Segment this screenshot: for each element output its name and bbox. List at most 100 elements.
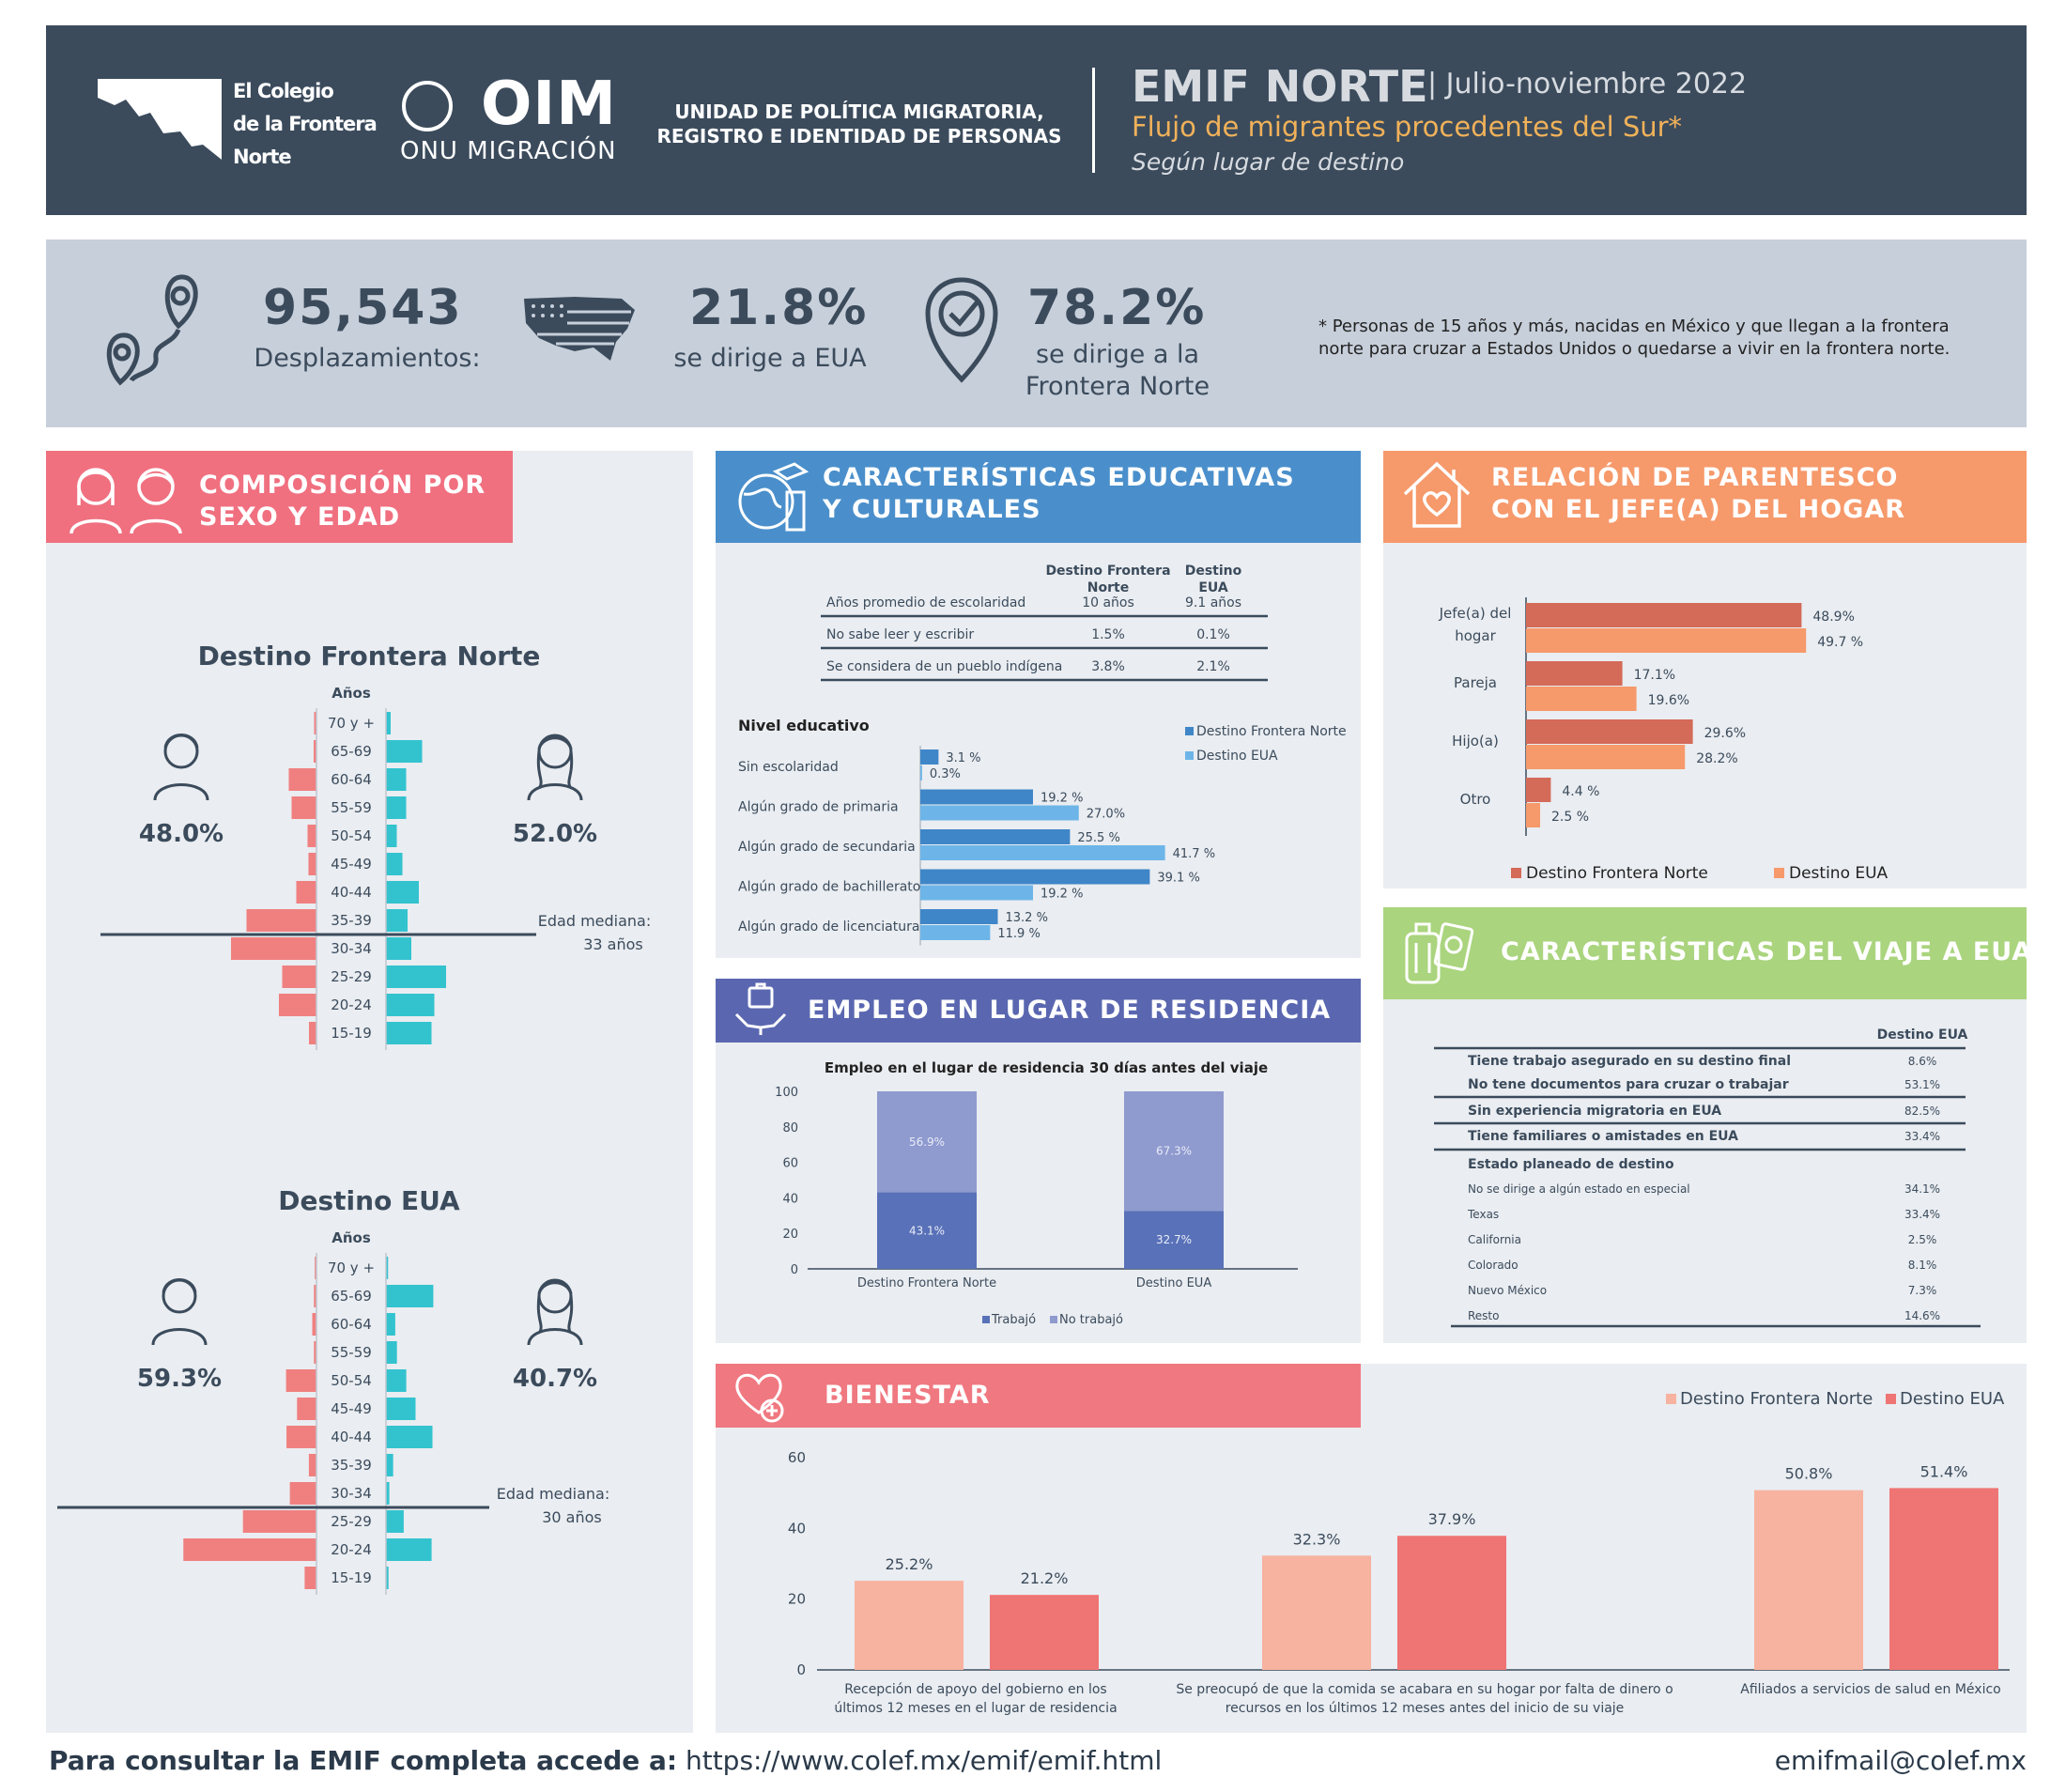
viaje-row-label: Tiene familiares o amistades en EUA bbox=[1468, 1129, 1738, 1144]
footer-url[interactable]: https://www.colef.mx/emif/emif.html bbox=[685, 1745, 1163, 1776]
female-percentage: 40.7% bbox=[513, 1365, 597, 1393]
female-percentage: 52.0% bbox=[513, 820, 597, 848]
viaje-col-header: Destino EUA bbox=[1877, 1027, 1968, 1043]
pyramid-age-label: 20-24 bbox=[331, 996, 372, 1013]
estado-value: 7.3% bbox=[1908, 1284, 1937, 1297]
bienestar-bar bbox=[855, 1581, 964, 1670]
sexo-edad-title: COMPOSICIÓN POR SEXO Y EDAD bbox=[199, 471, 486, 532]
pyramid-bar-female bbox=[386, 1398, 416, 1420]
empleo-bar-label: 43.1% bbox=[909, 1224, 945, 1237]
bienestar-bar-label: 51.4% bbox=[1920, 1462, 1968, 1480]
section-header-viaje bbox=[1383, 907, 2027, 999]
parentesco-category: Hijo(a) bbox=[1452, 733, 1499, 749]
bienestar-bar-label: 32.3% bbox=[1293, 1530, 1341, 1548]
nivel-bar bbox=[920, 925, 991, 940]
pyramid-age-label: 40-44 bbox=[331, 884, 372, 901]
pyramid-bar-female bbox=[386, 1341, 397, 1364]
footer-consulta: Para consultar la EMIF completa accede a… bbox=[49, 1745, 678, 1776]
empleo-y-tick: 0 bbox=[791, 1263, 798, 1277]
pyramid-bar-male bbox=[296, 881, 316, 904]
nivel-bar bbox=[920, 749, 939, 765]
displacements-value: 95,543 bbox=[263, 280, 463, 336]
section-header-parentesco bbox=[1383, 451, 2027, 543]
pyramid-bar-female bbox=[386, 881, 419, 904]
nivel-bar-label: 13.2 % bbox=[1006, 911, 1048, 925]
nivel-title: Nivel educativo bbox=[738, 717, 870, 734]
pyramid-bar-female bbox=[386, 1257, 389, 1279]
pyramid-bar-male bbox=[291, 796, 316, 819]
viaje-row-label: No tene documentos para cruzar o trabaja… bbox=[1468, 1077, 1789, 1092]
pyramid-bar-male bbox=[183, 1538, 316, 1561]
nivel-bar bbox=[920, 845, 1165, 860]
displacements-label: Desplazamientos: bbox=[254, 344, 481, 373]
pyramid-bar-male bbox=[308, 1454, 316, 1476]
male-icon bbox=[151, 1278, 208, 1346]
pyramid-bar-male bbox=[231, 937, 316, 960]
oim-subtitle: ONU MIGRACIÓN bbox=[400, 137, 617, 165]
route-pin-icon bbox=[106, 274, 198, 386]
male-percentage: 59.3% bbox=[137, 1365, 222, 1393]
empleo-bar-label: 67.3% bbox=[1156, 1145, 1192, 1158]
bienestar-bar-label: 25.2% bbox=[886, 1555, 933, 1573]
pyramid-age-label: 15-19 bbox=[331, 1569, 372, 1586]
pyramid-bar-female bbox=[386, 768, 407, 791]
pyramid-age-label: 65-69 bbox=[331, 1288, 372, 1305]
bienestar-category: Recepción de apoyo del gobierno en los bbox=[844, 1682, 1106, 1697]
median-value: 30 años bbox=[542, 1508, 602, 1526]
viaje-row-label: Sin experiencia migratoria en EUA bbox=[1468, 1104, 1721, 1119]
parentesco-legend-label: Destino EUA bbox=[1789, 864, 1889, 883]
viaje-title: CARACTERÍSTICAS DEL VIAJE A EUA bbox=[1501, 937, 2033, 966]
parentesco-bar-label: 17.1% bbox=[1634, 668, 1675, 683]
bienestar-category: últimos 12 meses en el lugar de residenc… bbox=[834, 1701, 1117, 1716]
nivel-bar bbox=[920, 869, 1150, 885]
bienestar-bar bbox=[1754, 1490, 1863, 1670]
bienestar-bar bbox=[1889, 1488, 1998, 1670]
viaje-row-value: 33.4% bbox=[1904, 1130, 1940, 1143]
bienestar-category: Se preocupó de que la comida se acabara … bbox=[1176, 1682, 1673, 1697]
parentesco-bar-label: 29.6% bbox=[1704, 726, 1746, 741]
pyramid-bar-female bbox=[386, 1567, 389, 1589]
median-label: Edad mediana: bbox=[538, 912, 651, 930]
footer-email[interactable]: emifmail@colef.mx bbox=[1774, 1745, 2027, 1776]
pyramid-bar-female bbox=[386, 1538, 432, 1561]
empleo-legend-swatch bbox=[1050, 1316, 1057, 1323]
un-globe-icon bbox=[402, 81, 453, 131]
empleo-y-tick: 20 bbox=[782, 1228, 798, 1242]
educ-row-fn: 3.8% bbox=[1091, 659, 1125, 674]
nivel-legend-swatch bbox=[1185, 751, 1194, 760]
empleo-title: EMPLEO EN LUGAR DE RESIDENCIA bbox=[808, 996, 1332, 1025]
pyramid-axis-label: Años bbox=[331, 1229, 371, 1246]
globe-education-icon bbox=[738, 462, 809, 532]
pyramid-age-label: 35-39 bbox=[331, 1457, 372, 1474]
parentesco-bar bbox=[1526, 745, 1686, 769]
nivel-legend-label: Destino Frontera Norte bbox=[1196, 724, 1347, 739]
parentesco-category: Jefe(a) del bbox=[1439, 605, 1512, 622]
nivel-bar-label: 19.2 % bbox=[1041, 888, 1083, 902]
empleo-y-tick: 100 bbox=[775, 1086, 798, 1100]
female-icon bbox=[527, 734, 583, 801]
bienestar-y-tick: 60 bbox=[788, 1449, 806, 1466]
bienestar-bar bbox=[1262, 1555, 1371, 1670]
pyramid-age-label: 55-59 bbox=[331, 1344, 372, 1361]
parentesco-bar-label: 48.9% bbox=[1812, 610, 1854, 625]
educ-row-fn: 1.5% bbox=[1091, 627, 1125, 642]
segment-subtitle: Según lugar de destino bbox=[1132, 148, 1405, 176]
median-value: 33 años bbox=[583, 935, 643, 953]
parentesco-bar bbox=[1526, 719, 1693, 744]
pyramid-bar-female bbox=[386, 1510, 404, 1533]
nivel-bar-label: 27.0% bbox=[1087, 808, 1125, 822]
parentesco-bar-label: 4.4 % bbox=[1562, 784, 1599, 799]
viaje-row-value: 82.5% bbox=[1904, 1105, 1940, 1118]
pyramid-axis-label: Años bbox=[331, 685, 371, 702]
pyramid-age-label: 25-29 bbox=[331, 1513, 372, 1530]
pyramid-bar-female bbox=[386, 937, 411, 960]
parentesco-bar-label: 2.5 % bbox=[1551, 810, 1589, 825]
male-icon bbox=[153, 734, 209, 801]
colef-name: El Colegio de la Frontera Norte bbox=[233, 80, 378, 168]
estado-label: Texas bbox=[1467, 1208, 1499, 1221]
parentesco-bar bbox=[1526, 628, 1807, 653]
pyramid-bar-female bbox=[386, 1454, 393, 1476]
fn-percentage: 78.2% bbox=[1027, 280, 1207, 336]
eua-label: se dirige a EUA bbox=[673, 344, 867, 373]
nivel-bar-label: 3.1 % bbox=[946, 751, 980, 765]
